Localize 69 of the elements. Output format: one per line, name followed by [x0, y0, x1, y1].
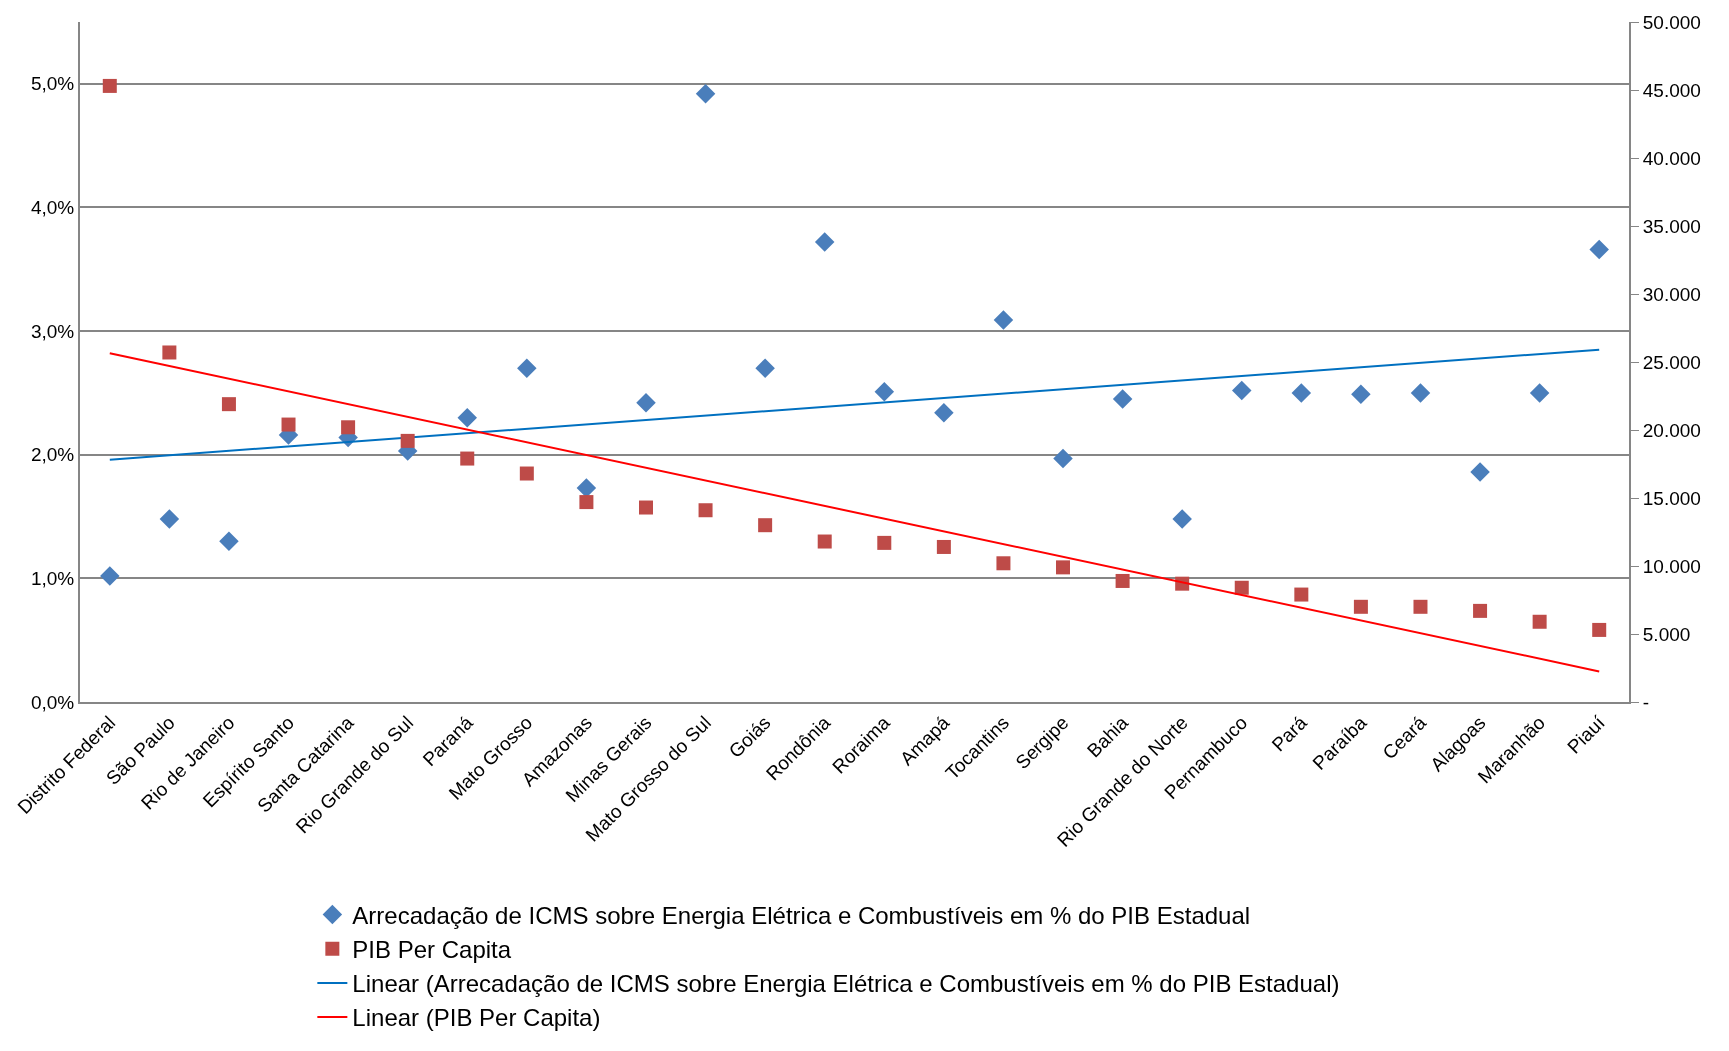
- point: [576, 478, 597, 498]
- point: [1115, 573, 1130, 588]
- y2-tick-label: 30.000: [1642, 283, 1701, 305]
- point: [934, 402, 954, 423]
- point: [1056, 560, 1071, 575]
- y-tick-label: 5,0%: [30, 73, 75, 95]
- point: [221, 397, 236, 412]
- point: [1473, 603, 1488, 618]
- point: [695, 83, 716, 104]
- point: [457, 407, 477, 428]
- y-tick-label: 4,0%: [30, 197, 75, 219]
- point: [1351, 384, 1371, 404]
- point: [517, 358, 537, 378]
- y2-tick-label: 5.000: [1642, 623, 1691, 645]
- point: [1232, 380, 1252, 401]
- y2-tick-label: 40.000: [1642, 147, 1701, 169]
- y-tick-label: 2,0%: [30, 444, 75, 466]
- point: [1410, 383, 1431, 403]
- y2-tick-label: 35.000: [1642, 215, 1701, 237]
- point: [579, 495, 594, 510]
- point: [996, 556, 1011, 571]
- point: [1413, 599, 1428, 614]
- y-tick-label: 3,0%: [30, 320, 75, 342]
- point: [936, 539, 951, 554]
- y-tick-label: 1,0%: [30, 568, 75, 590]
- point: [758, 518, 773, 533]
- point: [814, 232, 835, 252]
- point: [1529, 383, 1550, 403]
- point: [877, 535, 892, 550]
- point: [1291, 383, 1312, 403]
- y2-tick-label: 50.000: [1642, 11, 1701, 33]
- point: [1470, 462, 1490, 482]
- y2-tick-label: 15.000: [1642, 487, 1701, 509]
- point: [519, 466, 534, 481]
- legend-label: Arrecadação de ICMS sobre Energia Elétrica e Combustíveis em % do PIB Estadual: [352, 901, 1251, 929]
- point: [698, 503, 713, 518]
- point: [636, 393, 656, 413]
- point: [817, 534, 832, 549]
- y2-tick-label: 10.000: [1642, 555, 1701, 577]
- point: [638, 500, 653, 515]
- y2-tick-label: -: [1642, 691, 1650, 713]
- point: [400, 433, 415, 448]
- legend-label: Linear (PIB Per Capita): [352, 1004, 601, 1032]
- point: [1294, 587, 1309, 602]
- point: [1353, 599, 1368, 614]
- point: [1053, 448, 1073, 469]
- point: [1112, 389, 1133, 409]
- point: [341, 420, 356, 435]
- point: [460, 451, 475, 466]
- point: [102, 78, 117, 93]
- point: [100, 566, 120, 586]
- legend-label: Linear (Arrecadação de ICMS sobre Energia Elétrica e Combustíveis em % do PIB Estadual): [352, 970, 1340, 998]
- y2-tick-label: 25.000: [1642, 351, 1701, 373]
- point: [993, 310, 1014, 330]
- point: [281, 417, 296, 432]
- point: [159, 509, 180, 529]
- legend-label: PIB Per Capita: [352, 936, 512, 964]
- y-tick-label: 0,0%: [30, 691, 75, 713]
- point: [1532, 614, 1547, 629]
- point: [874, 381, 895, 402]
- point: [1592, 622, 1607, 637]
- y2-tick-label: 20.000: [1642, 419, 1701, 441]
- point: [1172, 509, 1192, 529]
- point: [1589, 239, 1609, 260]
- point: [162, 345, 177, 360]
- point: [755, 358, 775, 378]
- point: [1234, 580, 1249, 595]
- y2-tick-label: 45.000: [1642, 79, 1701, 101]
- point: [219, 531, 239, 552]
